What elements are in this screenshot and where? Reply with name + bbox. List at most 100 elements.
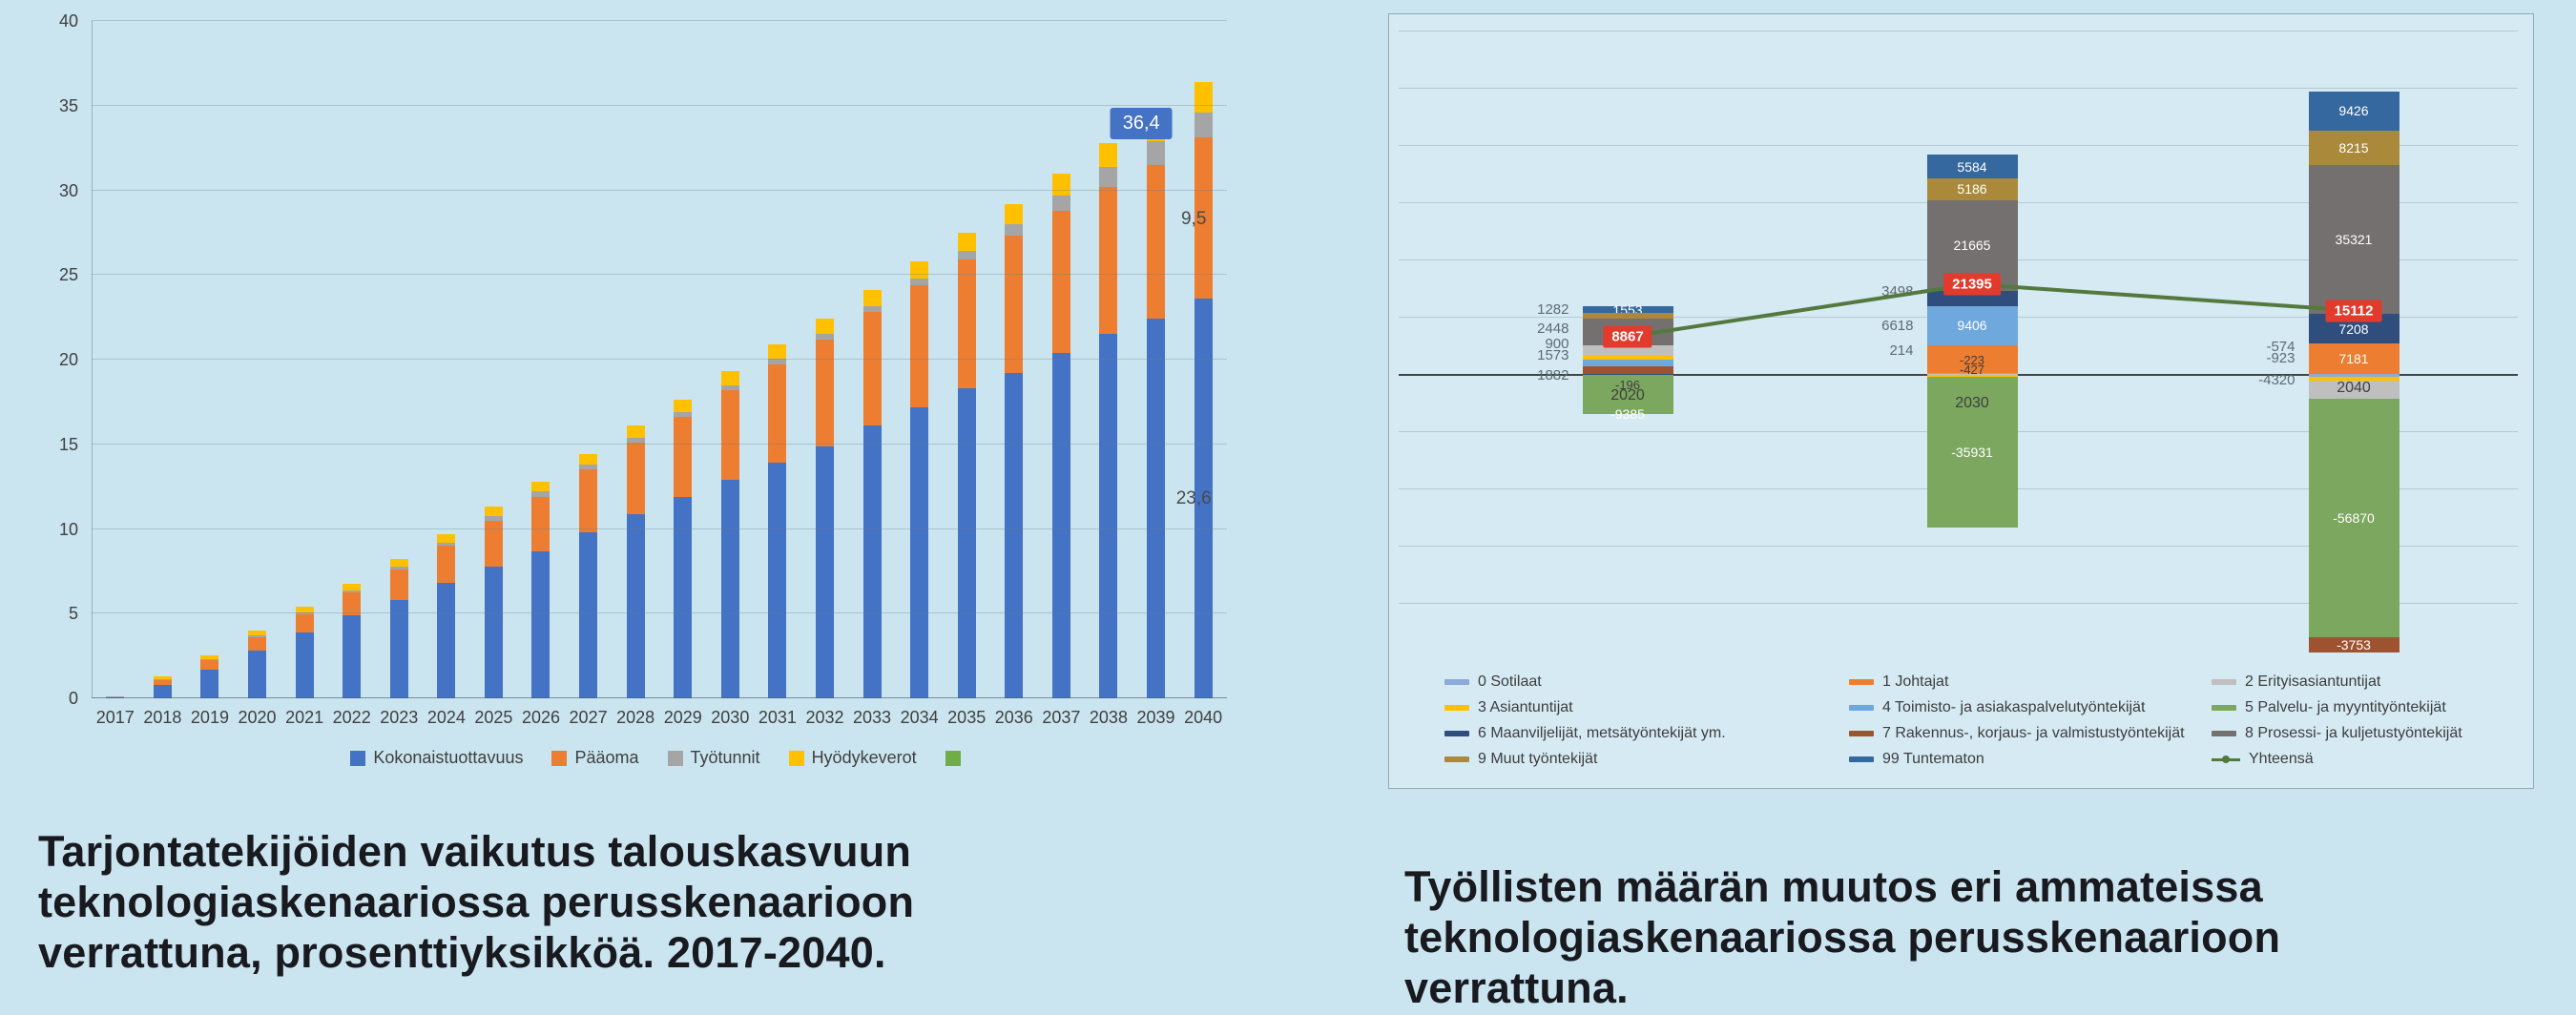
bar-segment: [1194, 299, 1213, 698]
legend-item: 7 Rakennus-, korjaus- ja valmistustyönte…: [1849, 724, 2212, 743]
legend-swatch: [1849, 731, 1874, 736]
legend-label: 9 Muut työntekijät: [1478, 751, 1598, 767]
bar-segment: [1147, 164, 1165, 320]
bar-stack: [153, 675, 172, 698]
callout-label: 1282: [1537, 301, 1569, 318]
x-axis-label: 2029: [663, 708, 702, 727]
x-axis-label: 2026: [521, 708, 561, 727]
legend-swatch: [945, 750, 961, 766]
bar-column: [612, 21, 659, 698]
legend-item: 8 Prosessi- ja kuljetustyöntekijät: [2212, 724, 2526, 743]
callout-label: -923: [2266, 350, 2296, 366]
bars-area: [92, 21, 1227, 698]
bar-stack: [248, 631, 267, 698]
bar-stack: [200, 655, 219, 698]
bar-segment: [484, 516, 503, 521]
bar-segment: [768, 463, 787, 698]
legend-label: 4 Toimisto- ja asiakaspalvelutyöntekijät: [1882, 699, 2146, 715]
y-axis-tick-label: 40: [58, 11, 78, 31]
bar-segment: [2308, 380, 2399, 399]
chart-legend: Kokonaistuottavuus Pääoma Työtunnit Hyödyke…: [92, 748, 1227, 768]
data-label: -9385: [1610, 406, 1645, 422]
legend-item: Työtunnit: [667, 748, 760, 768]
gridline: [92, 104, 1227, 106]
legend-label: 3 Asiantuntijat: [1478, 699, 1573, 715]
x-axis-label: 2031: [758, 708, 797, 727]
bar-column: [565, 21, 613, 698]
x-axis-label: 2033: [853, 708, 892, 727]
legend-label: 0 Sotilaat: [1478, 673, 1542, 690]
bar-stack: [579, 453, 598, 698]
bar-segment: [910, 284, 929, 407]
bar-segment: [674, 412, 693, 418]
bar-segment: [437, 583, 456, 698]
legend-swatch: [1849, 679, 1874, 685]
y-axis-tick-label: 20: [58, 350, 78, 369]
bar-segment: [1005, 224, 1024, 237]
bar-column: [1038, 21, 1086, 698]
x-axis-label: 2030: [711, 708, 750, 727]
bar-segment: [720, 384, 739, 390]
bar-column: [659, 21, 707, 698]
bar-column: [1179, 21, 1227, 698]
legend-item: Hyödykeverot: [788, 748, 917, 768]
bar-column: [943, 21, 990, 698]
legend-label: 2 Erityisasiantuntijat: [2245, 673, 2381, 690]
bar-segment: [389, 600, 408, 698]
legend-label: Kokonaistuottavuus: [373, 748, 524, 767]
total-data-label: 15112: [2325, 300, 2382, 321]
bar-segment: [1147, 141, 1165, 165]
bar-segment: [1005, 236, 1024, 374]
bar-stack: [1005, 203, 1024, 698]
bar-column: [848, 21, 896, 698]
bar-column: [517, 21, 565, 698]
x-axis-label: 2038: [1089, 708, 1128, 727]
bar-segment: [484, 520, 503, 567]
bar-segment: [248, 631, 267, 636]
bar-column: [92, 21, 139, 698]
legend-item: [945, 750, 968, 766]
legend-swatch: [350, 750, 366, 766]
gridline: [92, 528, 1227, 529]
bar-column: [328, 21, 376, 698]
data-label: 5186: [1957, 181, 1987, 197]
bar-segment: [2308, 374, 2399, 377]
y-axis-tick-label: 25: [58, 265, 78, 285]
legend-item: 1 Johtajat: [1849, 673, 2212, 692]
bar-segment: [1051, 195, 1070, 211]
bar-segment: [1926, 374, 2018, 377]
bar-segment: [1926, 373, 2018, 374]
bar-segment: [200, 655, 219, 659]
bar-segment: [389, 570, 408, 601]
x-axis: 2017 2018 2019 2020 2021 2022 2023 2024 2025 2026…: [92, 708, 1227, 728]
bar-segment: [1147, 319, 1165, 698]
bar-segment: [720, 371, 739, 385]
legend-swatch: [2212, 679, 2236, 685]
bar-segment: -56870: [2308, 398, 2399, 637]
legend-swatch: [788, 750, 804, 766]
bar-segment: [484, 507, 503, 517]
gridline: [92, 274, 1227, 276]
bar-segment: [2308, 376, 2399, 381]
bar-column: [139, 21, 187, 698]
legend-label: 99 Tuntematon: [1882, 751, 1984, 767]
bar-segment: [1926, 344, 2018, 374]
legend-label: Hyödykeverot: [811, 748, 917, 767]
x-axis-label: 2028: [616, 708, 655, 727]
bar-segment: [1194, 112, 1213, 138]
supply-factors-chart: 0 5 10 15 20 25 30 35 40 36,4 9,5 23,6 2017 2018 201…: [48, 11, 1231, 820]
bar-segment: [768, 364, 787, 464]
bar-segment: [579, 453, 598, 466]
bar-segment: [579, 465, 598, 470]
bar-segment: [1194, 81, 1213, 113]
bar-column: [280, 21, 328, 698]
bar-segment: [579, 532, 598, 698]
bar-segment: 7181: [2308, 343, 2399, 374]
plot-area: 36,4 9,5 23,6: [92, 20, 1227, 698]
bar-segment: [910, 261, 929, 279]
data-label: 7181: [2338, 351, 2369, 367]
bar-segment: [910, 278, 929, 285]
legend-item: Pääoma: [551, 748, 639, 768]
bar-segment: [1099, 334, 1118, 698]
legend-label: 6 Maanviljelijät, metsätyöntekijät ym.: [1478, 725, 1726, 741]
